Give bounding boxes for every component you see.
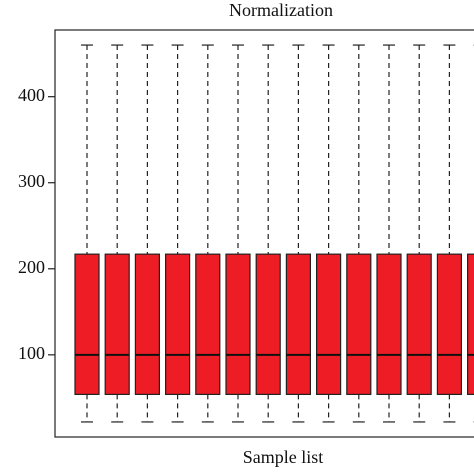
y-tick-label: 400 bbox=[18, 85, 45, 105]
chart-title: Normalization bbox=[229, 0, 333, 20]
y-tick-label: 300 bbox=[18, 171, 45, 191]
box bbox=[74, 253, 100, 396]
y-tick-label: 200 bbox=[18, 257, 45, 277]
box bbox=[255, 253, 281, 396]
x-axis-label: Sample list bbox=[243, 447, 324, 467]
plot-frame bbox=[54, 29, 474, 438]
box bbox=[225, 253, 251, 396]
box bbox=[346, 253, 372, 396]
box bbox=[104, 253, 130, 396]
box bbox=[316, 253, 342, 396]
box bbox=[467, 253, 474, 396]
box bbox=[165, 253, 191, 396]
box bbox=[376, 253, 402, 396]
box bbox=[134, 253, 160, 396]
y-tick-label: 100 bbox=[18, 343, 45, 363]
box bbox=[436, 253, 462, 396]
box bbox=[285, 253, 311, 396]
box bbox=[406, 253, 432, 396]
box bbox=[195, 253, 221, 396]
